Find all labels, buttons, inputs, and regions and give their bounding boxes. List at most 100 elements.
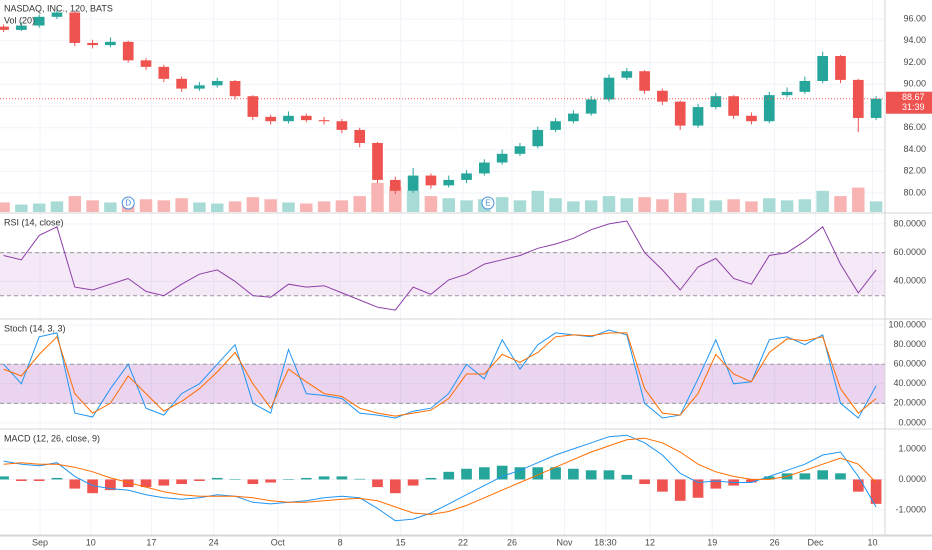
- histogram-bar: [122, 479, 134, 488]
- y-tick-label: 1.0000: [898, 443, 926, 453]
- histogram-bar: [283, 479, 294, 480]
- x-tick-label: 26: [507, 537, 517, 547]
- y-tick-label: 40.0000: [893, 276, 926, 286]
- histogram-bar: [585, 470, 597, 480]
- volume-bar: [157, 200, 171, 212]
- volume-bar: [834, 196, 847, 212]
- candle-body: [211, 80, 223, 86]
- volume-bar: [549, 198, 562, 212]
- price-label-box: [886, 91, 932, 114]
- volume-bar: [763, 198, 776, 212]
- candle-body: [479, 162, 490, 174]
- candle-body: [692, 107, 704, 126]
- volume-bar: [727, 199, 740, 212]
- pane-title: Stoch (14, 3, 3): [4, 323, 66, 333]
- histogram-bar: [603, 470, 615, 480]
- histogram-bar: [835, 473, 846, 480]
- histogram-bar: [51, 477, 63, 480]
- volume-bar: [353, 196, 366, 212]
- candle-body: [621, 71, 633, 78]
- candle-body: [354, 129, 366, 143]
- histogram-bar: [621, 474, 633, 480]
- candle-body: [69, 12, 81, 43]
- x-tick-label: Nov: [556, 537, 573, 547]
- y-tick-label: 60.0000: [893, 359, 926, 369]
- histogram-bar: [16, 479, 27, 481]
- histogram-bar: [674, 479, 686, 501]
- volume-bar: [442, 198, 455, 212]
- y-tick-label: 100.0000: [888, 319, 926, 329]
- histogram-bar: [318, 476, 330, 480]
- candle-body: [585, 99, 597, 114]
- y-tick-label: 40.0000: [893, 378, 926, 388]
- volume-bar: [193, 202, 206, 212]
- candle-body: [443, 179, 455, 186]
- candle-body: [122, 41, 134, 61]
- histogram-bar: [692, 479, 704, 498]
- candle-body: [870, 98, 882, 118]
- histogram-bar: [33, 479, 45, 481]
- volume-bar: [389, 186, 402, 212]
- candle-body: [763, 95, 775, 122]
- histogram-bar: [336, 476, 348, 480]
- volume-bar: [620, 198, 634, 212]
- candle-body: [781, 91, 793, 96]
- histogram-bar: [799, 473, 811, 480]
- candle-body: [568, 113, 579, 122]
- candle-body: [51, 12, 63, 17]
- y-tick-label: 84.00: [903, 144, 926, 154]
- x-tick-label: 12: [645, 537, 655, 547]
- pane-title: RSI (14, close): [4, 217, 64, 227]
- candle-body: [514, 146, 526, 154]
- volume-bar: [246, 197, 260, 212]
- volume-bar: [139, 199, 153, 212]
- y-tick-label: -1.0000: [895, 504, 926, 514]
- histogram-bar: [407, 479, 419, 486]
- x-tick-label: 26: [770, 537, 780, 547]
- volume-bar: [531, 190, 544, 212]
- volume-bar: [335, 200, 349, 212]
- histogram-bar: [105, 479, 116, 491]
- histogram-bar: [532, 467, 544, 480]
- histogram-bar: [247, 479, 259, 485]
- y-tick-label: 80.0000: [893, 339, 926, 349]
- y-tick-label: 96.00: [903, 13, 926, 23]
- histogram-bar: [763, 476, 775, 480]
- chart-title: NASDAQ, INC., 120, BATS: [4, 3, 113, 13]
- histogram-bar: [176, 479, 187, 485]
- volume-bar: [264, 199, 277, 212]
- volume-bar: [424, 196, 438, 212]
- pane-title: MACD (12, 26, close, 9): [4, 433, 100, 443]
- candle-body: [336, 121, 348, 130]
- candle-body: [16, 25, 27, 30]
- volume-bar: [104, 202, 117, 212]
- candle-body: [247, 96, 259, 117]
- candle-body: [425, 175, 437, 186]
- histogram-bar: [870, 479, 882, 504]
- candle-body: [265, 116, 277, 122]
- volume-bar: [406, 190, 420, 212]
- volume-bar: [709, 200, 723, 212]
- volume-bar: [175, 198, 188, 212]
- candle-body: [657, 90, 668, 102]
- candle-body: [158, 66, 170, 79]
- volume-bar: [798, 199, 812, 212]
- volume-bar: [602, 196, 616, 212]
- series-line: [3, 332, 877, 417]
- volume-bar: [638, 197, 651, 212]
- candle-body: [799, 80, 811, 92]
- x-tick-label: 10: [86, 537, 96, 547]
- candle-body: [817, 55, 829, 81]
- histogram-bar: [852, 479, 864, 492]
- x-tick-label: Dec: [808, 537, 825, 547]
- event-label: E: [485, 199, 490, 208]
- candle-body: [532, 129, 544, 147]
- volume-bar: [460, 200, 473, 212]
- histogram-bar: [496, 465, 508, 480]
- histogram-bar: [354, 478, 366, 480]
- candle-body: [105, 41, 116, 46]
- event-marker: [121, 196, 135, 210]
- histogram-bar: [211, 477, 223, 480]
- histogram-bar: [265, 479, 277, 483]
